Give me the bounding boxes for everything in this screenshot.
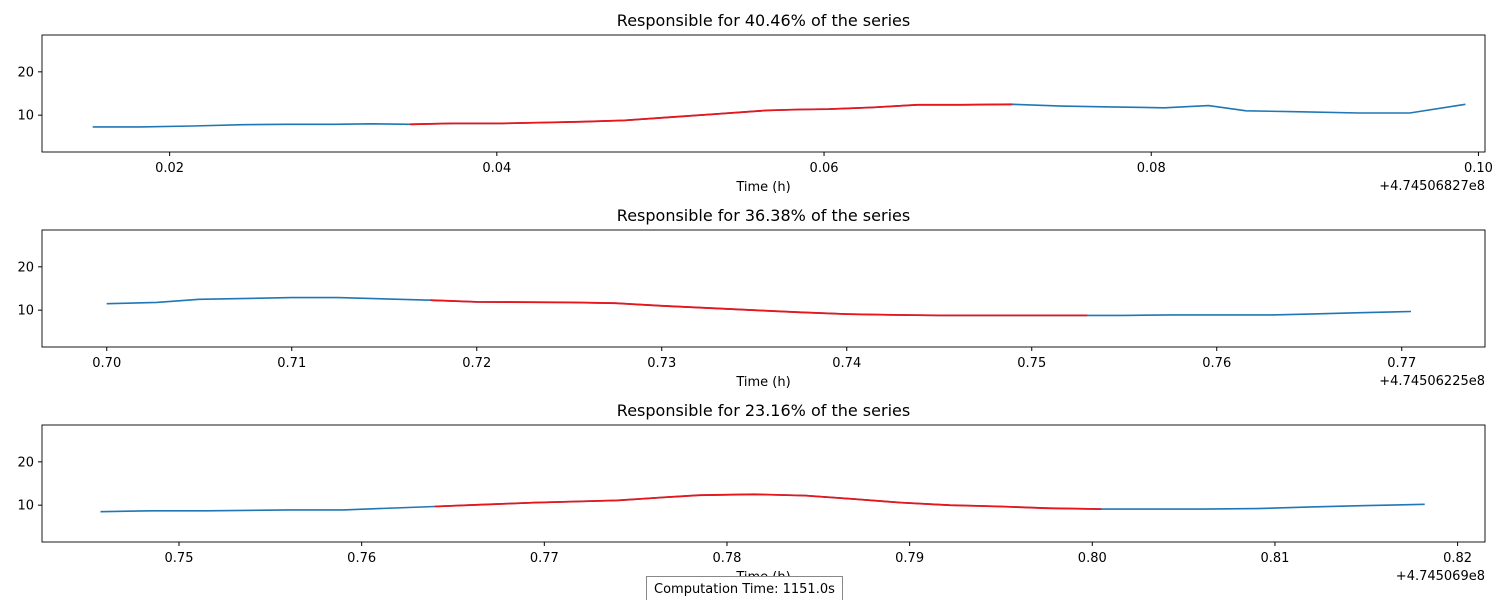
x-tick-label: 0.75 <box>1017 356 1046 371</box>
axes-frame <box>41 34 1486 153</box>
x-offset-label: +4.74506827e8 <box>1379 179 1485 194</box>
chart-panel-2: Responsible for 36.38% of the series 10 20… <box>17 206 1486 390</box>
chart-title: Responsible for 36.38% of the series <box>617 206 910 225</box>
x-tick-label: 0.71 <box>277 356 306 371</box>
y-tick-label: 10 <box>17 304 34 319</box>
x-tick-label: 0.79 <box>895 551 924 566</box>
x-tick-label: 0.06 <box>810 161 839 176</box>
computation-time-box: Computation Time: 1151.0s <box>646 576 843 600</box>
x-tick-label: 0.04 <box>482 161 511 176</box>
x-offset-label: +4.745069e8 <box>1396 569 1485 584</box>
x-offset-label: +4.74506225e8 <box>1379 374 1485 389</box>
x-tick-label: 0.72 <box>462 356 491 371</box>
computation-time-text: Computation Time: 1151.0s <box>654 582 835 597</box>
series-line <box>100 493 1425 513</box>
chart-panel-1: Responsible for 40.46% of the series 10 20… <box>17 11 1492 195</box>
x-tick-label: 0.77 <box>530 551 559 566</box>
highlight-segment-line <box>410 103 1013 126</box>
highlight-segment-line <box>430 299 1088 317</box>
series-line <box>92 103 1466 128</box>
chart-title: Responsible for 23.16% of the series <box>617 401 910 420</box>
x-tick-label: 0.73 <box>647 356 676 371</box>
x-tick-label: 0.08 <box>1137 161 1166 176</box>
chart-title: Responsible for 40.46% of the series <box>617 11 910 30</box>
x-tick-label: 0.76 <box>1202 356 1231 371</box>
x-tick-label: 0.02 <box>155 161 184 176</box>
y-tick-label: 20 <box>17 455 34 470</box>
y-tick-label: 20 <box>17 65 34 80</box>
x-tick-label: 0.77 <box>1387 356 1416 371</box>
x-tick-label: 0.82 <box>1443 551 1472 566</box>
x-tick-label: 0.81 <box>1260 551 1289 566</box>
y-tick-label: 10 <box>17 109 34 124</box>
series-line <box>106 296 1412 317</box>
axes-frame <box>41 229 1486 348</box>
x-axis-label: Time (h) <box>735 180 790 195</box>
x-axis-label: Time (h) <box>735 375 790 390</box>
y-tick-label: 20 <box>17 260 34 275</box>
y-tick-label: 10 <box>17 499 34 514</box>
x-tick-label: 0.70 <box>92 356 121 371</box>
highlight-segment-line <box>434 493 1102 510</box>
x-tick-label: 0.75 <box>165 551 194 566</box>
chart-panel-3: Responsible for 23.16% of the series 10 20… <box>17 401 1486 585</box>
x-tick-label: 0.74 <box>832 356 861 371</box>
x-tick-label: 0.80 <box>1078 551 1107 566</box>
axes-frame <box>41 424 1486 543</box>
x-tick-label: 0.76 <box>347 551 376 566</box>
x-tick-label: 0.10 <box>1464 161 1493 176</box>
x-tick-label: 0.78 <box>712 551 741 566</box>
